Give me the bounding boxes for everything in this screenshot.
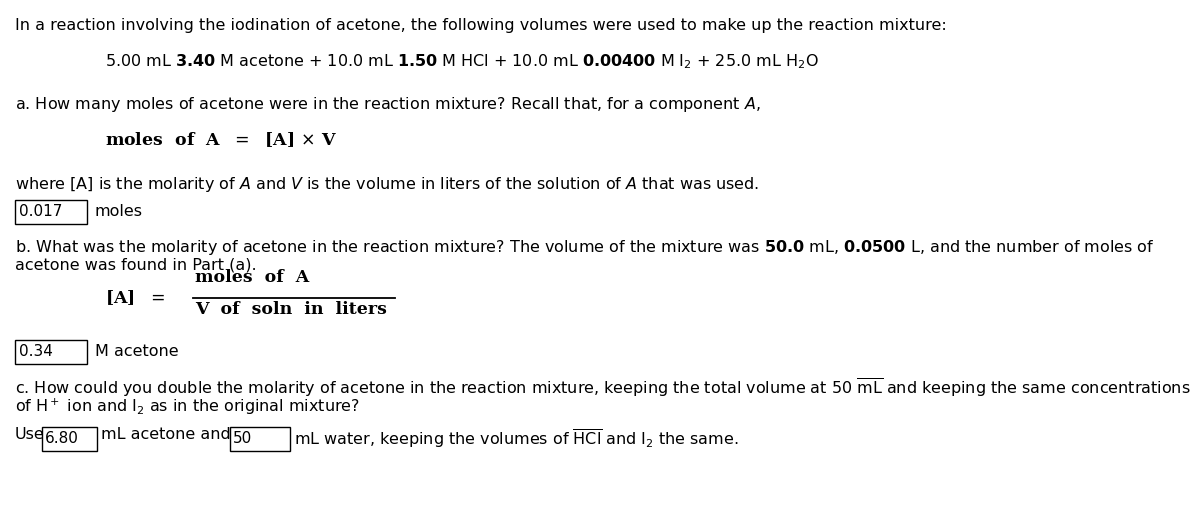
Text: 5.00 mL $\mathbf{3.40}$ M acetone + 10.0 mL $\mathbf{1.50}$ M HCl + 10.0 mL $\ma: 5.00 mL $\mathbf{3.40}$ M acetone + 10.0… — [106, 52, 818, 71]
Text: mL water, keeping the volumes of $\overline{\mathrm{HCl}}$ and I$_2$ the same.: mL water, keeping the volumes of $\overl… — [294, 427, 738, 450]
Text: c. How could you double the molarity of acetone in the reaction mixture, keeping: c. How could you double the molarity of … — [14, 376, 1190, 399]
Text: [A]  $=$: [A] $=$ — [106, 289, 166, 307]
FancyBboxPatch shape — [14, 340, 88, 364]
Text: moles  of  A: moles of A — [194, 269, 310, 286]
Text: of H$^+$ ion and I$_2$ as in the original mixture?: of H$^+$ ion and I$_2$ as in the origina… — [14, 397, 360, 417]
Text: mL acetone and: mL acetone and — [101, 427, 230, 442]
FancyBboxPatch shape — [230, 427, 290, 451]
Text: a. How many moles of acetone were in the reaction mixture? Recall that, for a co: a. How many moles of acetone were in the… — [14, 95, 761, 114]
Text: 0.017: 0.017 — [19, 204, 62, 219]
Text: where [A] is the molarity of $A$ and $V$ is the volume in liters of the solution: where [A] is the molarity of $A$ and $V$… — [14, 175, 760, 194]
Text: moles: moles — [95, 204, 143, 219]
Text: Use: Use — [14, 427, 44, 442]
Text: 50: 50 — [233, 431, 252, 446]
Text: V  of  soln  in  liters: V of soln in liters — [194, 301, 386, 318]
Text: acetone was found in Part (a).: acetone was found in Part (a). — [14, 258, 257, 273]
Text: b. What was the molarity of acetone in the reaction mixture? The volume of the m: b. What was the molarity of acetone in t… — [14, 238, 1154, 257]
Text: 0.34: 0.34 — [19, 344, 53, 359]
FancyBboxPatch shape — [42, 427, 97, 451]
FancyBboxPatch shape — [14, 200, 88, 224]
Text: In a reaction involving the iodination of acetone, the following volumes were us: In a reaction involving the iodination o… — [14, 18, 947, 33]
Text: 6.80: 6.80 — [46, 431, 79, 446]
Text: moles  of  A  $=$  [A] $\times$ V: moles of A $=$ [A] $\times$ V — [106, 130, 337, 149]
Text: M acetone: M acetone — [95, 344, 179, 359]
